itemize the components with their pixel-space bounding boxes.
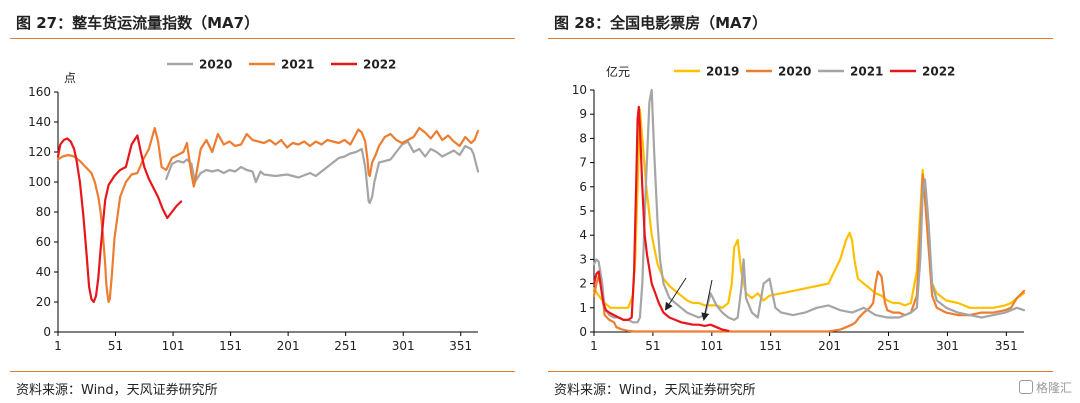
y-tick-label: 3 — [579, 252, 587, 266]
legend-item: 2021 — [818, 65, 883, 79]
y-tick-label: 9 — [579, 107, 587, 121]
series-line-2020 — [165, 140, 480, 205]
y-tick-label: 20 — [36, 295, 51, 309]
x-tick-label: 151 — [759, 339, 782, 353]
x-tick-label: 201 — [277, 339, 300, 353]
y-tick-label: 80 — [36, 205, 51, 219]
x-tick-label: 251 — [334, 339, 357, 353]
legend-item: 2022 — [890, 65, 955, 79]
y-tick-label: 4 — [579, 228, 587, 242]
x-tick-label: 351 — [449, 339, 472, 353]
y-tick-label: 0 — [43, 325, 51, 339]
y-axis-unit: 点 — [64, 71, 76, 85]
chart-title: 图 27：整车货运流量指数（MA7） — [16, 14, 260, 32]
source-rule — [548, 371, 1053, 372]
left-panel: 图 27：整车货运流量指数（MA7） 0 20 40 60 80 100 120 140 160… — [10, 0, 525, 403]
legend-item: 2019 — [674, 65, 739, 79]
watermark-text: 格隆汇 — [1035, 381, 1072, 395]
watermark: 格隆汇 — [1018, 379, 1072, 396]
y-tick-label: 140 — [28, 115, 51, 129]
series-line-2019 — [592, 108, 1026, 309]
x-tick-label: 301 — [392, 339, 415, 353]
x-tick-label: 301 — [936, 339, 959, 353]
x-tick-label: 1 — [54, 339, 62, 353]
source-rule — [10, 371, 515, 372]
legend-item: 2021 — [249, 58, 314, 72]
y-tick-label: 6 — [579, 180, 587, 194]
x-tick-label: 101 — [162, 339, 185, 353]
legend-label: 2021 — [281, 58, 314, 72]
series-line-2021 — [592, 88, 1026, 324]
y-tick-label: 5 — [579, 204, 587, 218]
series-line-2021 — [56, 126, 480, 304]
series-line-2022 — [56, 134, 183, 304]
y-tick-label: 100 — [28, 175, 51, 189]
x-tick-label: 151 — [219, 339, 242, 353]
y-tick-label: 8 — [579, 131, 587, 145]
y-tick-label: 40 — [36, 265, 51, 279]
x-tick-label: 251 — [877, 339, 900, 353]
annotation-arrow — [664, 277, 687, 311]
legend-label: 2019 — [706, 65, 739, 79]
y-tick-label: 60 — [36, 235, 51, 249]
legend-label: 2021 — [850, 65, 883, 79]
chart-title: 图 28：全国电影票房（MA7） — [554, 14, 768, 32]
y-tick-label: 10 — [572, 83, 587, 97]
title-rule — [10, 38, 515, 39]
y-tick-label: 120 — [28, 145, 51, 159]
y-axis-unit: 亿元 — [606, 64, 630, 79]
y-tick-label: 160 — [28, 85, 51, 99]
y-tick-label: 2 — [579, 277, 587, 291]
x-tick-label: 51 — [108, 339, 123, 353]
series-line-2020 — [592, 173, 1026, 333]
x-tick-label: 101 — [700, 339, 723, 353]
legend-label: 2022 — [363, 58, 396, 72]
x-tick-label: 201 — [818, 339, 841, 353]
y-tick-label: 1 — [579, 301, 587, 315]
x-tick-label: 351 — [995, 339, 1018, 353]
source-note: 资料来源：Wind，天风证券研究所 — [16, 383, 218, 398]
x-tick-label: 51 — [645, 339, 660, 353]
gelonghui-logo-icon — [1018, 380, 1033, 394]
y-tick-label: 7 — [579, 156, 587, 170]
source-note: 资料来源：Wind，天风证券研究所 — [554, 383, 756, 398]
legend-item: 2022 — [331, 58, 396, 72]
legend-label: 2020 — [199, 58, 232, 72]
annotation-arrow — [701, 279, 713, 321]
legend-item: 2020 — [746, 65, 811, 79]
legend-item: 2020 — [167, 58, 232, 72]
series-line-2022 — [592, 105, 730, 332]
right-panel: 图 28：全国电影票房（MA7） 0 1 2 3 4 5 6 7 8 9 10 1 51 101 151 20… — [548, 0, 1063, 403]
legend-label: 2020 — [778, 65, 811, 79]
title-rule — [548, 38, 1053, 39]
x-tick-label: 1 — [590, 339, 598, 353]
legend-label: 2022 — [922, 65, 955, 79]
y-tick-label: 0 — [579, 325, 587, 339]
